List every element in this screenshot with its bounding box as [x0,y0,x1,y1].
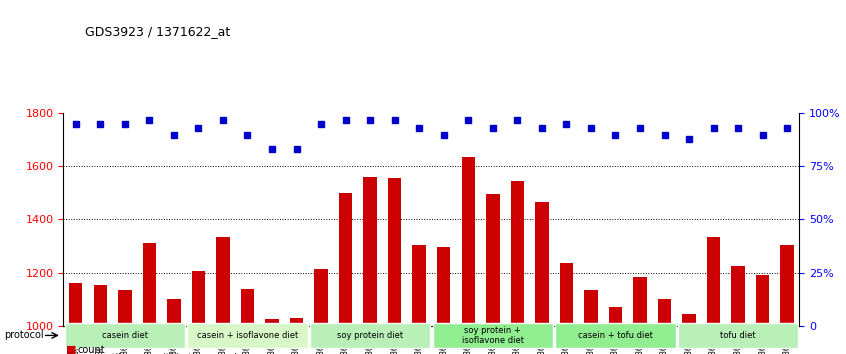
Text: ■: ■ [66,345,76,354]
Text: casein + isoflavone diet: casein + isoflavone diet [197,331,298,340]
Bar [678,323,799,348]
Bar [143,244,156,354]
Bar [168,299,180,354]
Bar [315,269,327,354]
Bar [241,289,254,354]
Bar [217,237,229,354]
Bar [388,178,401,354]
Bar [707,237,720,354]
Text: casein + tofu diet: casein + tofu diet [578,331,653,340]
Bar [187,323,308,348]
Text: tofu diet: tofu diet [720,331,756,340]
Bar [555,323,676,348]
Bar [94,285,107,354]
Bar [634,276,646,354]
Bar [658,299,671,354]
Text: count: count [78,345,106,354]
Bar [69,283,82,354]
Bar [266,319,278,354]
Bar [536,202,548,354]
Text: soy protein +
isoflavone diet: soy protein + isoflavone diet [462,326,524,345]
Bar [585,290,597,354]
Bar [432,323,553,348]
Bar [437,247,450,354]
Bar [486,194,499,354]
Bar [64,323,185,348]
Bar [462,157,475,354]
Text: ■: ■ [66,353,76,354]
Bar [118,290,131,354]
Bar [310,323,431,348]
Bar [756,275,769,354]
Bar [732,266,744,354]
Bar [560,263,573,354]
Bar [511,181,524,354]
Text: GDS3923 / 1371622_at: GDS3923 / 1371622_at [85,25,230,38]
Text: percentile rank within the sample: percentile rank within the sample [78,353,243,354]
Bar [290,318,303,354]
Bar [192,271,205,354]
Text: protocol: protocol [4,330,44,341]
Bar [339,193,352,354]
Text: soy protein diet: soy protein diet [337,331,404,340]
Bar [364,177,376,354]
Bar [609,307,622,354]
Bar [781,245,794,354]
Text: casein diet: casein diet [102,331,148,340]
Bar [683,314,695,354]
Bar [413,245,426,354]
